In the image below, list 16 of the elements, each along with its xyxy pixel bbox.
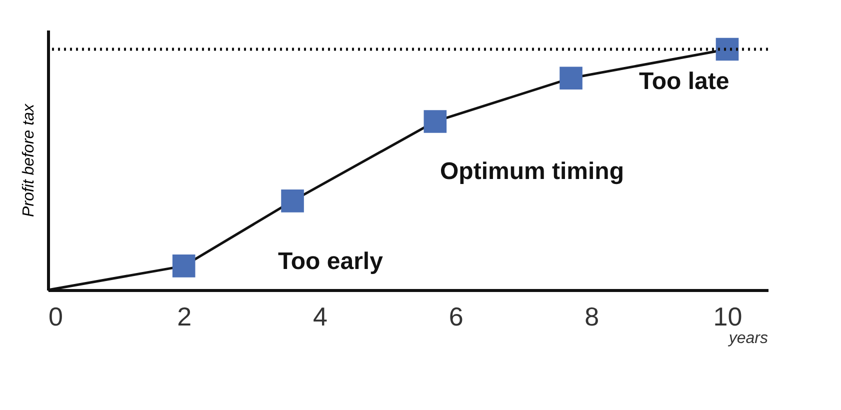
- x-tick-label: 2: [177, 302, 192, 332]
- point: [716, 38, 739, 61]
- point: [172, 254, 196, 278]
- annotation: Optimum timing: [440, 158, 624, 185]
- x-tick-label: 0: [48, 302, 63, 332]
- x-tick-label: 8: [584, 302, 600, 332]
- x-tick-label: 6: [448, 302, 464, 332]
- annotation: Too early: [278, 248, 384, 275]
- x-tick-label: 10: [713, 302, 742, 332]
- point: [424, 110, 447, 133]
- x-axis-title: years: [728, 330, 768, 347]
- annotation: Too late: [639, 68, 730, 95]
- x-tick-label: 4: [312, 302, 328, 332]
- point: [281, 190, 304, 212]
- y-axis-title: Profit before tax: [20, 103, 38, 217]
- point: [560, 66, 582, 90]
